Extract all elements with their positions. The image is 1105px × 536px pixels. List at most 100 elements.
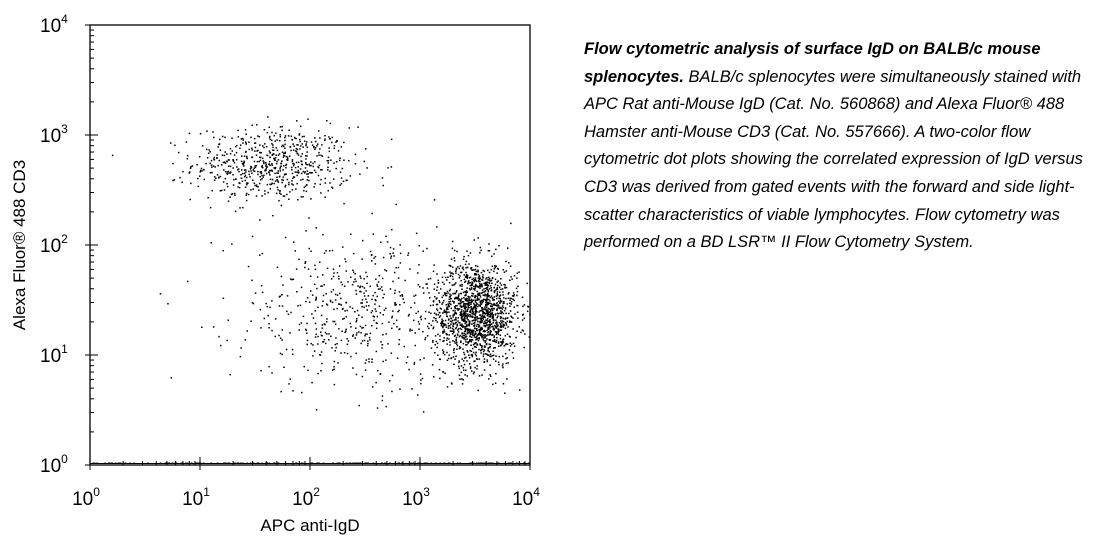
event-dot (479, 333, 481, 336)
event-dot (289, 191, 291, 193)
event-dot (490, 295, 493, 297)
event-dot (452, 325, 454, 327)
event-dot (489, 311, 491, 313)
event-dot (277, 181, 280, 183)
event-dot (255, 195, 258, 197)
event-dot (311, 381, 313, 384)
event-dot (223, 154, 226, 157)
event-dot (482, 310, 484, 313)
event-dot (483, 325, 485, 327)
event-dot (399, 262, 402, 264)
event-dot (428, 327, 430, 330)
event-dot (290, 149, 292, 152)
event-dot (492, 316, 494, 319)
event-dot (485, 322, 487, 325)
event-dot (285, 173, 287, 175)
event-dot (378, 305, 381, 307)
event-dot (254, 165, 256, 167)
event-dot (236, 144, 238, 147)
event-dot (239, 207, 241, 209)
event-dot (485, 310, 488, 312)
event-dot (474, 289, 476, 291)
event-dot (502, 301, 505, 304)
event-dot (457, 308, 460, 310)
event-dot (459, 327, 462, 330)
event-dot (201, 326, 203, 328)
event-dot (429, 277, 432, 280)
event-dot (232, 174, 234, 176)
event-dot (483, 330, 485, 333)
event-dot (366, 333, 368, 335)
event-dot (442, 371, 444, 373)
event-dot (462, 314, 464, 316)
caption-body: BALB/c splenocytes were simultaneously s… (584, 67, 1083, 252)
event-dot (219, 175, 222, 178)
event-dot (406, 356, 409, 358)
event-dot (461, 297, 463, 300)
event-dot (460, 301, 462, 304)
event-dot (457, 334, 459, 336)
event-dot (477, 389, 479, 392)
event-dot (261, 195, 263, 197)
event-dot (391, 374, 394, 377)
event-dot (389, 288, 392, 290)
event-dot (392, 280, 394, 283)
event-dot (470, 308, 472, 311)
event-dot (477, 294, 480, 296)
event-dot (494, 331, 497, 333)
event-dot (482, 298, 485, 301)
event-dot (381, 277, 384, 280)
event-dot (265, 169, 267, 172)
event-dot (224, 136, 226, 139)
event-dot (277, 159, 280, 161)
event-dot (283, 145, 285, 148)
event-dot (373, 319, 375, 322)
event-dot (222, 181, 225, 183)
event-dot (376, 295, 378, 298)
event-dot (259, 182, 261, 185)
event-dot (469, 281, 472, 284)
event-dot (420, 318, 423, 321)
event-dot (316, 143, 319, 145)
event-dot (243, 161, 245, 163)
event-dot (174, 144, 176, 147)
event-dot (390, 352, 393, 354)
event-dot (333, 368, 335, 371)
event-dot (385, 270, 388, 272)
event-dot (271, 329, 273, 332)
event-dot (306, 173, 308, 175)
event-dot (362, 239, 364, 242)
event-dot (495, 327, 497, 329)
event-dot (469, 284, 471, 287)
event-dot (474, 306, 477, 309)
event-dot (269, 306, 271, 309)
event-dot (487, 308, 490, 310)
event-dot (461, 288, 463, 290)
event-dot (527, 305, 529, 308)
event-dot (228, 172, 230, 174)
event-dot (486, 286, 489, 288)
event-dot (324, 323, 326, 326)
event-dot (281, 178, 283, 181)
event-dot (371, 260, 373, 262)
event-dot (413, 361, 416, 364)
event-dot (461, 335, 463, 338)
x-tick-label: 102 (292, 485, 320, 510)
event-dot (268, 169, 271, 172)
event-dot (308, 217, 310, 219)
event-dot (432, 327, 434, 330)
event-dot (479, 296, 482, 298)
event-dot (299, 148, 301, 150)
event-dot (321, 324, 324, 326)
event-dot (291, 172, 294, 175)
event-dot (442, 312, 444, 314)
event-dot (245, 171, 247, 173)
event-dot (413, 319, 415, 322)
event-dot (480, 320, 482, 322)
event-dot (490, 313, 493, 316)
event-dot (340, 352, 342, 354)
event-dot (487, 250, 490, 252)
event-dot (453, 249, 456, 252)
event-dot (497, 330, 499, 333)
event-dot (485, 278, 487, 280)
